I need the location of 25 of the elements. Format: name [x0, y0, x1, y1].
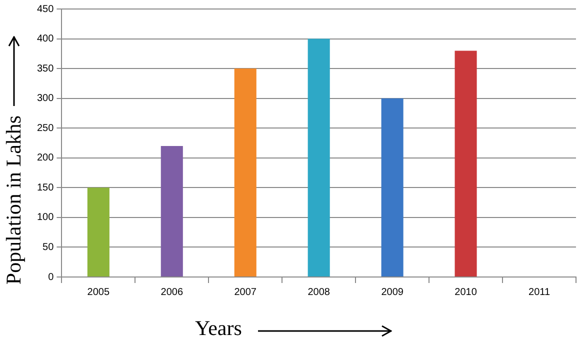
y-tick-label: 450	[36, 4, 54, 15]
y-tick-label: 200	[36, 152, 54, 164]
y-tick-label: 100	[36, 212, 54, 224]
y-tick-label: 300	[36, 93, 54, 104]
x-tick-label: 2011	[528, 286, 550, 298]
x-tick-label: 2005	[87, 286, 110, 298]
y-tick-label: 400	[36, 34, 54, 45]
y-tick-label: 350	[36, 63, 54, 74]
y-tick-label: 0	[48, 272, 54, 283]
x-tick-label: 2006	[160, 286, 184, 298]
y-tick-label: 50	[42, 242, 54, 253]
x-axis-title: Years	[195, 316, 242, 341]
y-axis-title: Population in Lakhs	[2, 115, 26, 285]
bar	[454, 50, 477, 276]
x-tick-label: 2008	[308, 286, 330, 298]
bar	[234, 68, 256, 276]
bar	[160, 146, 183, 276]
y-tick-label: 150	[36, 182, 54, 194]
x-tick-label: 2007	[234, 286, 257, 298]
bar	[87, 188, 110, 276]
x-tick-label: 2009	[381, 286, 404, 298]
y-tick-label: 250	[36, 122, 54, 134]
bar	[381, 98, 404, 276]
bar	[308, 38, 330, 276]
x-tick-label: 2010	[454, 286, 478, 298]
